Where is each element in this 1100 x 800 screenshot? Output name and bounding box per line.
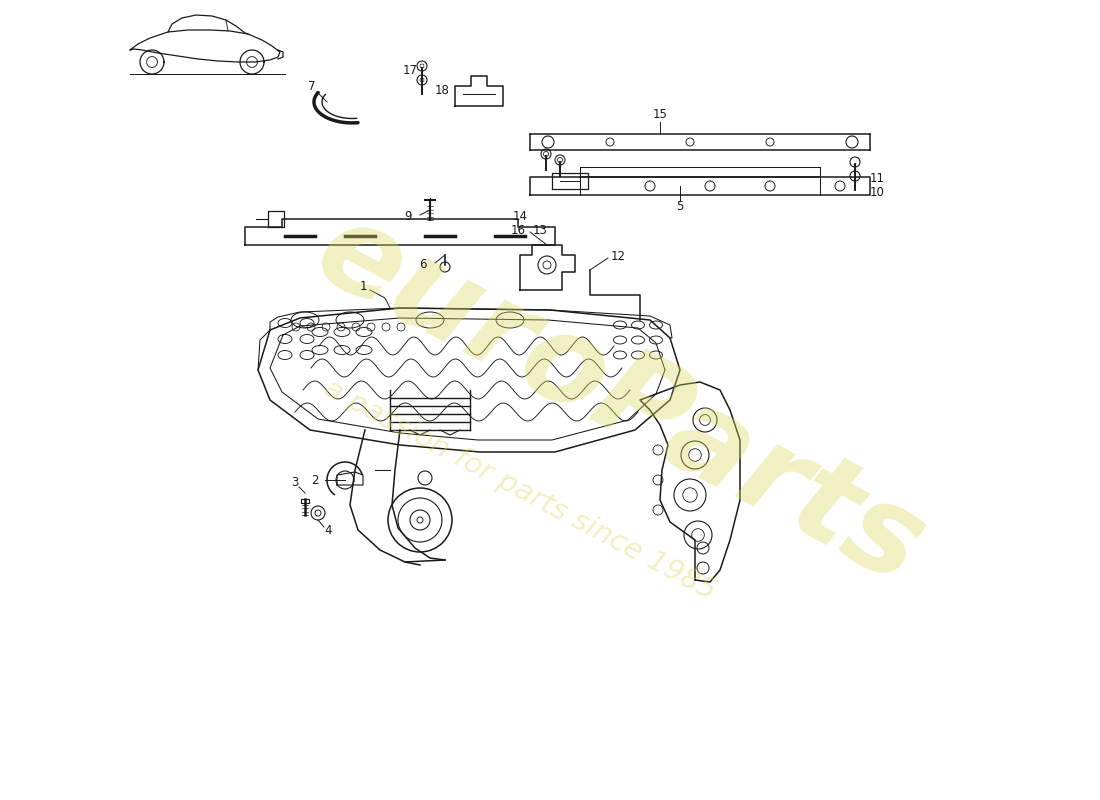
Text: 16: 16 bbox=[510, 223, 526, 237]
Text: 14: 14 bbox=[513, 210, 528, 222]
Text: 17: 17 bbox=[403, 63, 418, 77]
Text: 4: 4 bbox=[324, 525, 332, 538]
Text: 10: 10 bbox=[870, 186, 884, 198]
Text: 18: 18 bbox=[434, 83, 450, 97]
Text: 3: 3 bbox=[292, 477, 299, 490]
Text: a passion for parts since 1985: a passion for parts since 1985 bbox=[319, 374, 720, 606]
Text: 5: 5 bbox=[676, 201, 684, 214]
Text: 9: 9 bbox=[405, 210, 411, 222]
Text: euroParts: euroParts bbox=[297, 191, 943, 609]
Text: 15: 15 bbox=[652, 107, 668, 121]
Text: 7: 7 bbox=[308, 79, 316, 93]
Text: 6: 6 bbox=[419, 258, 427, 271]
Text: 12: 12 bbox=[610, 250, 626, 262]
Text: 1: 1 bbox=[360, 279, 366, 293]
Text: 11: 11 bbox=[870, 171, 886, 185]
Text: 2: 2 bbox=[311, 474, 319, 486]
Text: 13: 13 bbox=[532, 223, 548, 237]
